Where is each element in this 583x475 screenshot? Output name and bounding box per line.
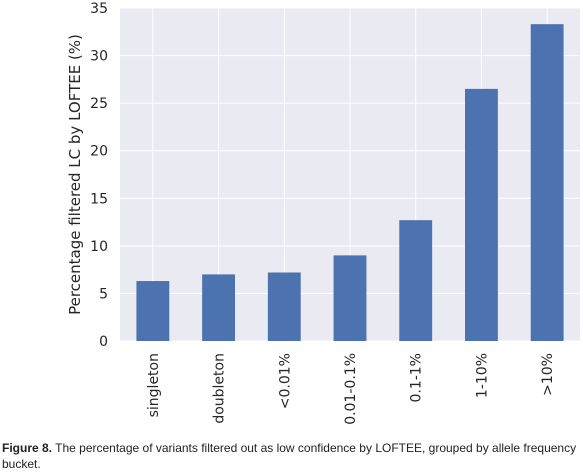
x-tick-label: 0.01-0.1% — [343, 353, 359, 425]
y-tick-label: 35 — [90, 1, 108, 17]
bar-chart: 0 5 10 15 20 25 30 35 singleton doubleton <0.01% 0… — [66, 1, 580, 425]
y-tick-label: 15 — [90, 191, 108, 207]
y-tick-label: 0 — [99, 334, 108, 350]
bar-6 — [530, 24, 564, 341]
bar-2 — [267, 272, 301, 341]
y-tick-label: 30 — [90, 49, 108, 65]
x-tick-label: singleton — [146, 353, 162, 417]
figure-caption: Figure 8. The percentage of variants fil… — [2, 440, 582, 472]
bar-5 — [465, 88, 498, 341]
x-tick-label: <0.01% — [277, 353, 293, 409]
bar-1 — [202, 274, 235, 341]
bar-3 — [333, 255, 367, 341]
y-tick-label: 5 — [99, 286, 108, 302]
x-tick-label: >10% — [540, 353, 556, 396]
bars — [136, 24, 564, 341]
x-tick-label: doubleton — [212, 353, 228, 424]
bar-0 — [136, 281, 170, 341]
y-tick-labels: 0 5 10 15 20 25 30 35 — [90, 1, 108, 350]
x-tick-label: 0.1-1% — [409, 353, 425, 403]
y-tick-label: 20 — [90, 144, 108, 160]
caption-text: The percentage of variants filtered out … — [2, 441, 577, 471]
y-axis-label: Percentage filtered LC by LOFTEE (%) — [66, 34, 84, 315]
caption-label: Figure 8. — [2, 441, 53, 455]
y-tick-label: 10 — [90, 239, 108, 255]
y-tick-label: 25 — [90, 96, 108, 112]
bar-4 — [399, 220, 433, 341]
x-tick-label: 1-10% — [474, 353, 490, 398]
x-tick-labels: singleton doubleton <0.01% 0.01-0.1% 0.1-1% 1… — [146, 353, 556, 425]
